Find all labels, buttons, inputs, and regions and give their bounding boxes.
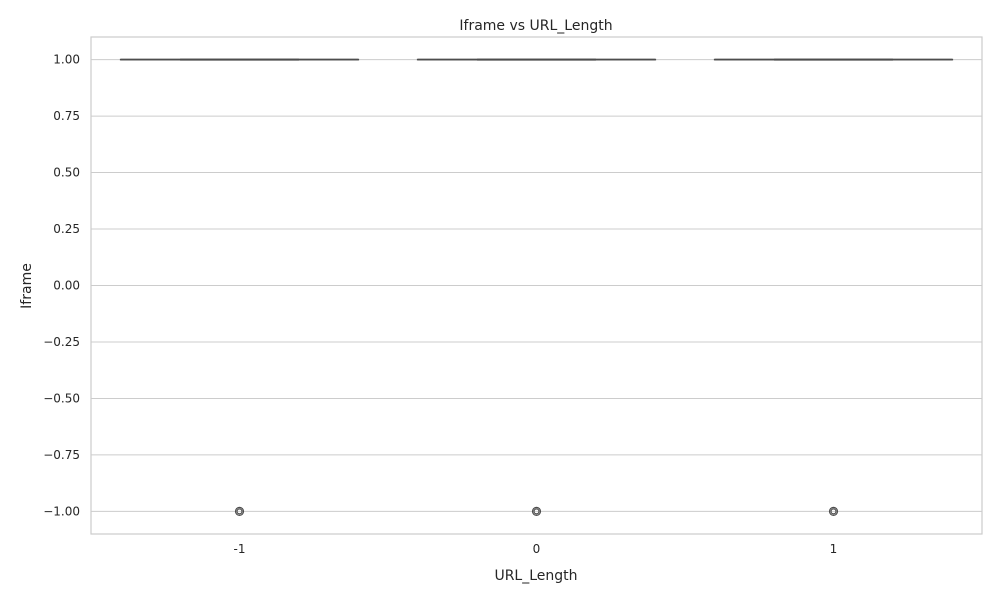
boxes-layer (119, 58, 954, 517)
y-tick-label: 1.00 (53, 53, 80, 67)
plot-frame (90, 36, 983, 535)
y-tick-label: 0.00 (53, 279, 80, 293)
box-0 (416, 58, 657, 517)
box-1 (713, 58, 954, 517)
x-axis-ticks: -1 0 1 (234, 542, 838, 556)
y-tick-label: 0.75 (53, 109, 80, 123)
y-tick-label: 0.50 (53, 166, 80, 180)
y-tick-label: 0.25 (53, 222, 80, 236)
grid-layer (91, 59, 982, 512)
y-tick-label: −0.75 (43, 448, 80, 462)
y-axis-label: Iframe (19, 263, 35, 309)
outlier-point (234, 506, 245, 517)
box--1 (119, 58, 360, 517)
x-tick-label: -1 (234, 542, 246, 556)
x-tick-label: 0 (533, 542, 541, 556)
chart-title: Iframe vs URL_Length (459, 18, 612, 34)
y-tick-label: −0.25 (43, 335, 80, 349)
y-tick-label: −0.50 (43, 391, 80, 405)
outlier-point-inner (533, 508, 540, 515)
outlier-point-inner (236, 508, 243, 515)
y-tick-label: −1.00 (43, 504, 80, 518)
y-axis-ticks: 1.00 0.75 0.50 0.25 0.00 −0.25 −0.50 −0.75 −1.00 (43, 53, 80, 519)
outlier-point-inner (830, 508, 837, 515)
outlier-point (531, 506, 542, 517)
x-axis-label: URL_Length (494, 568, 577, 584)
x-tick-label: 1 (830, 542, 838, 556)
outlier-point (828, 506, 839, 517)
